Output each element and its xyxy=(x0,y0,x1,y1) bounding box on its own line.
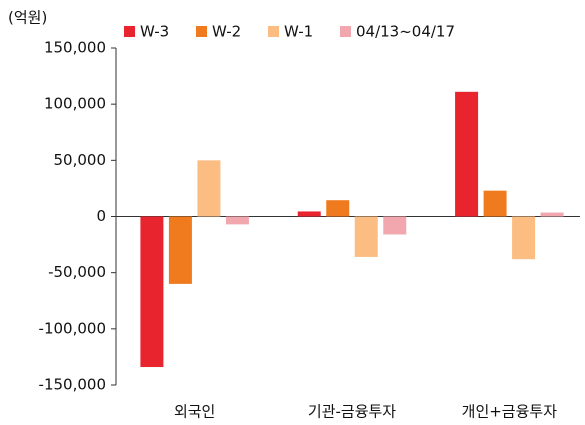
bar xyxy=(483,190,507,217)
legend-label: W-3 xyxy=(140,23,169,41)
bar xyxy=(354,216,378,257)
bar xyxy=(197,160,221,217)
y-tick-label: 150,000 xyxy=(44,39,106,57)
bar xyxy=(140,216,164,368)
legend-label: W-1 xyxy=(284,23,313,41)
bar xyxy=(383,216,407,235)
bar xyxy=(455,91,479,217)
legend-swatch xyxy=(124,26,135,37)
bar xyxy=(540,212,564,217)
bar xyxy=(297,211,321,217)
y-tick-label: -50,000 xyxy=(48,263,106,281)
bar xyxy=(225,216,249,225)
y-tick-label: -100,000 xyxy=(39,319,106,337)
legend-swatch xyxy=(340,26,351,37)
y-tick-label: -150,000 xyxy=(39,376,106,394)
y-tick-label: 0 xyxy=(96,207,106,225)
legend-label: 04/13~04/17 xyxy=(356,23,455,41)
y-tick-label: 50,000 xyxy=(54,151,107,169)
legend-swatch xyxy=(268,26,279,37)
legend-swatch xyxy=(196,26,207,37)
legend-label: W-2 xyxy=(212,23,241,41)
bar xyxy=(168,216,192,284)
bar xyxy=(326,200,350,217)
x-tick-label: 기관-금융투자 xyxy=(308,403,396,421)
unit-label: (억원) xyxy=(8,9,47,27)
bar xyxy=(512,216,536,260)
x-tick-label: 외국인 xyxy=(174,403,215,421)
y-tick-label: 100,000 xyxy=(44,95,106,113)
x-tick-label: 개인+금융투자 xyxy=(462,403,558,421)
